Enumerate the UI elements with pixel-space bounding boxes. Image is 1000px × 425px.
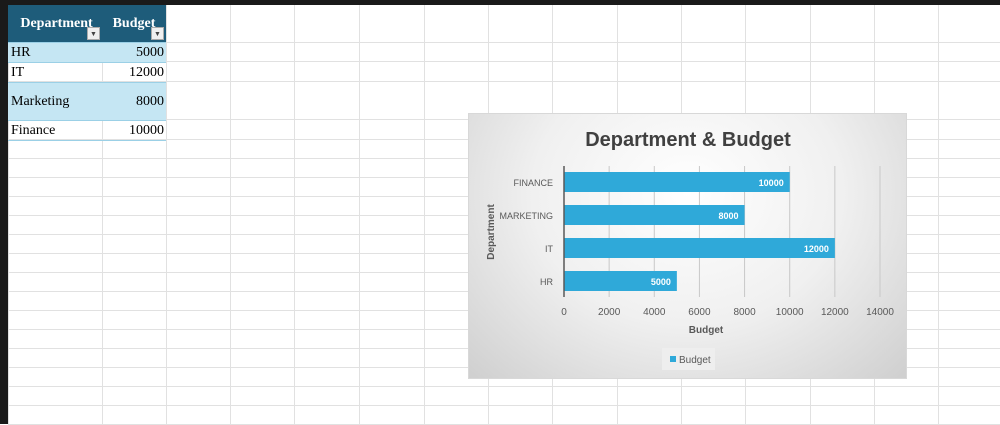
y-tick-label: HR: [540, 277, 553, 287]
x-tick-label: 10000: [776, 307, 804, 318]
data-label: 8000: [719, 211, 739, 221]
x-axis-title: Budget: [689, 325, 724, 336]
row-header-bar: [0, 0, 8, 424]
cell-budget[interactable]: 10000: [129, 122, 164, 138]
x-tick-label: 6000: [688, 307, 711, 318]
row-gridline: [8, 405, 1000, 406]
cell-department[interactable]: Marketing: [11, 93, 70, 109]
cell-department[interactable]: Finance: [11, 122, 56, 138]
table-row[interactable]: IT 12000: [8, 63, 166, 83]
column-gridline: [294, 5, 295, 424]
table-row[interactable]: Finance 10000: [8, 121, 166, 141]
table-row[interactable]: Marketing 8000: [8, 83, 166, 121]
row-gridline: [8, 42, 1000, 43]
column-header-bar: [0, 0, 1000, 5]
legend-label: Budget: [679, 355, 711, 366]
data-table: Department ▼ Budget ▼ HR 5000 IT 12000 Mar…: [8, 5, 166, 141]
legend-swatch: [670, 356, 676, 362]
data-label: 10000: [759, 178, 784, 188]
row-gridline: [8, 386, 1000, 387]
legend-box: [662, 348, 715, 370]
cell-department[interactable]: IT: [11, 64, 25, 80]
column-gridline: [359, 5, 360, 424]
cell-budget[interactable]: 8000: [136, 93, 164, 109]
cell-budget[interactable]: 12000: [129, 64, 164, 80]
chart-svg: Department & Budget 0 2000 4000 6000 8000 100…: [486, 129, 894, 370]
column-gridline: [8, 5, 9, 424]
filter-dropdown-icon[interactable]: ▼: [151, 27, 164, 40]
bar-finance: [564, 172, 790, 192]
data-label: 5000: [651, 277, 671, 287]
x-tick-label: 0: [561, 307, 567, 318]
column-gridline: [424, 5, 425, 424]
cell-budget[interactable]: 5000: [136, 44, 164, 60]
bar-hr: [564, 271, 677, 291]
column-gridline: [230, 5, 231, 424]
column-gridline: [102, 5, 103, 424]
header-budget[interactable]: Budget ▼: [102, 5, 166, 42]
header-department[interactable]: Department ▼: [8, 5, 102, 42]
x-tick-label: 14000: [866, 307, 894, 318]
filter-dropdown-icon[interactable]: ▼: [87, 27, 100, 40]
column-gridline: [938, 5, 939, 424]
y-tick-label: MARKETING: [499, 211, 553, 221]
data-label: 12000: [804, 244, 829, 254]
x-tick-label: 2000: [598, 307, 621, 318]
x-tick-label: 12000: [821, 307, 849, 318]
y-tick-label: FINANCE: [513, 178, 553, 188]
row-gridline: [8, 61, 1000, 62]
table-header-row: Department ▼ Budget ▼: [8, 5, 166, 43]
cell-department[interactable]: HR: [11, 44, 31, 60]
y-tick-label: IT: [545, 244, 554, 254]
bar-it: [564, 238, 835, 258]
column-gridline: [166, 5, 167, 424]
bar-chart[interactable]: Department & Budget 0 2000 4000 6000 8000 100…: [468, 113, 907, 379]
y-axis-title: Department: [486, 204, 497, 260]
x-tick-label: 8000: [733, 307, 756, 318]
chart-title: Department & Budget: [585, 129, 791, 151]
bar-marketing: [564, 205, 745, 225]
table-row[interactable]: HR 5000: [8, 43, 166, 63]
x-tick-label: 4000: [643, 307, 666, 318]
row-gridline: [8, 81, 1000, 82]
